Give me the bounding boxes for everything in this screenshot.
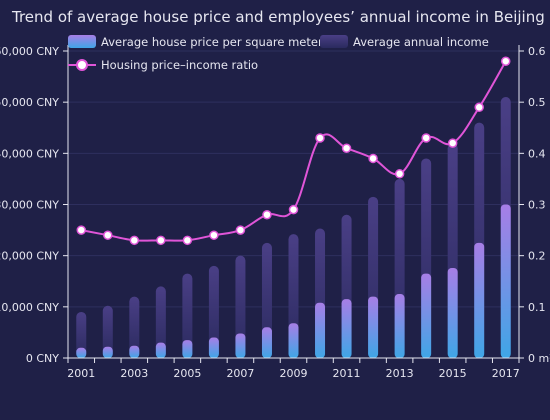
x-tick-label: 2003 xyxy=(120,367,148,380)
price-bars xyxy=(76,204,511,359)
y-left-tick-label: 0 CNY xyxy=(26,352,59,365)
ratio-point[interactable] xyxy=(500,56,511,66)
legend-swatch-ratio-marker xyxy=(76,59,88,71)
y-right-tick-label: 0.5 m² xyxy=(528,96,550,109)
ratio-line-layer xyxy=(76,56,511,246)
y-right-tick-label: 0.4 m² xyxy=(528,147,550,160)
ratio-point[interactable] xyxy=(421,133,431,143)
y-right-tick-label: 0.3 m² xyxy=(528,199,550,212)
ratio-point[interactable] xyxy=(474,102,484,113)
ratio-point[interactable] xyxy=(262,209,272,220)
y-right-tick-label: 0.1 m² xyxy=(528,301,550,314)
x-tick-label: 2009 xyxy=(280,367,308,380)
ratio-point[interactable] xyxy=(394,169,405,179)
income-bar[interactable] xyxy=(76,311,87,358)
legend-swatch-income xyxy=(320,35,348,48)
price-bar[interactable] xyxy=(500,204,511,359)
ratio-point[interactable] xyxy=(235,225,246,235)
ratio-point[interactable] xyxy=(288,204,299,215)
axes: 0 CNY 10,000 CNY 20,000 CNY 30,000 CNY 40,00… xyxy=(0,45,550,380)
price-bar[interactable] xyxy=(208,337,219,358)
legend-label-price: Average house price per square meter xyxy=(101,35,323,49)
legend-label-ratio: Housing price–income ratio xyxy=(101,58,258,72)
ratio-point[interactable] xyxy=(341,143,352,153)
ratio-point[interactable] xyxy=(129,235,140,246)
price-bar[interactable] xyxy=(102,346,113,358)
legend: Average house price per square meter Ave… xyxy=(68,35,489,72)
income-bar[interactable] xyxy=(182,273,193,358)
x-tick-label: 2007 xyxy=(226,367,254,380)
chart-title: Trend of average house price and employe… xyxy=(11,8,545,26)
legend-item-ratio[interactable]: Housing price–income ratio xyxy=(68,58,258,72)
ratio-point[interactable] xyxy=(368,153,378,164)
income-bar[interactable] xyxy=(129,296,140,358)
price-bar[interactable] xyxy=(235,333,246,358)
y-right-tick-label: 0.6 m² xyxy=(528,45,550,58)
legend-item-price[interactable]: Average house price per square meter xyxy=(68,35,323,49)
price-bar[interactable] xyxy=(261,327,272,358)
price-bar[interactable] xyxy=(368,296,379,358)
price-bar[interactable] xyxy=(447,267,458,358)
ratio-point[interactable] xyxy=(156,235,166,246)
y-left-tick-label: 40,000 CNY xyxy=(0,147,59,160)
y-left-tick-label: 30,000 CNY xyxy=(0,199,59,212)
ratio-point[interactable] xyxy=(315,133,325,143)
ratio-point[interactable] xyxy=(76,225,87,235)
x-tick-label: 2015 xyxy=(439,367,467,380)
x-tick-label: 2017 xyxy=(492,367,520,380)
grid-lines xyxy=(68,50,519,308)
y-left-tick-label: 50,000 CNY xyxy=(0,96,59,109)
ratio-point[interactable] xyxy=(103,230,113,240)
y-left-tick-label: 20,000 CNY xyxy=(0,250,59,263)
price-bar[interactable] xyxy=(315,302,326,358)
x-tick-label: 2001 xyxy=(67,367,95,380)
x-tick-label: 2005 xyxy=(173,367,201,380)
price-bar[interactable] xyxy=(421,273,432,358)
price-bar[interactable] xyxy=(288,323,299,358)
y-right-tick-label: 0 m² xyxy=(528,352,550,365)
legend-label-income: Average annual income xyxy=(353,35,489,49)
price-bar[interactable] xyxy=(394,294,405,358)
income-bar[interactable] xyxy=(102,305,113,358)
ratio-point[interactable] xyxy=(209,230,219,240)
ratio-point[interactable] xyxy=(447,138,458,148)
price-bar[interactable] xyxy=(76,347,87,358)
price-bar[interactable] xyxy=(155,342,166,358)
x-tick-label: 2013 xyxy=(386,367,414,380)
price-bar[interactable] xyxy=(129,345,140,358)
legend-item-income[interactable]: Average annual income xyxy=(320,35,489,49)
price-bar[interactable] xyxy=(474,242,485,358)
x-tick-label: 2011 xyxy=(333,367,361,380)
y-left-tick-label: 60,000 CNY xyxy=(0,45,59,58)
price-bar[interactable] xyxy=(182,340,193,358)
y-left-tick-label: 10,000 CNY xyxy=(0,301,59,314)
income-bar[interactable] xyxy=(155,286,166,358)
price-bar[interactable] xyxy=(341,299,352,358)
income-bars xyxy=(76,97,511,359)
legend-swatch-price xyxy=(68,35,96,48)
income-bar[interactable] xyxy=(235,255,246,358)
income-bar[interactable] xyxy=(208,265,219,358)
ratio-point[interactable] xyxy=(182,235,193,246)
y-right-tick-label: 0.2 m² xyxy=(528,250,550,263)
